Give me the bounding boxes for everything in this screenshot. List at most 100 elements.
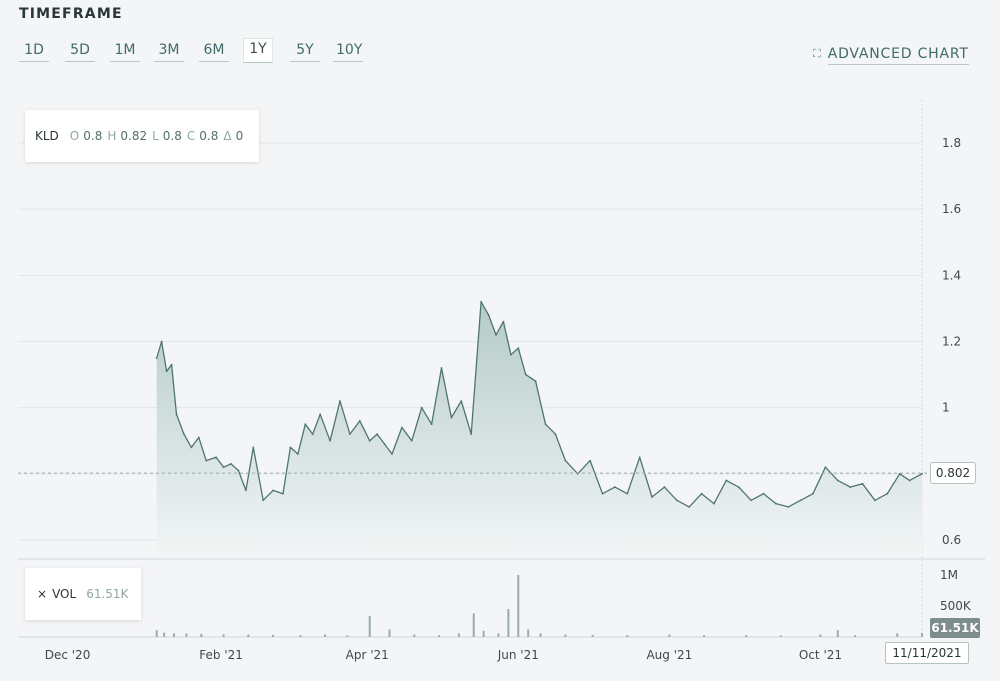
price-point	[487, 314, 490, 316]
price-point	[296, 453, 299, 455]
price-point	[861, 482, 864, 485]
price-point	[165, 370, 168, 373]
price-point	[663, 486, 666, 488]
x-tick-label: Feb '21	[199, 648, 243, 662]
price-point	[688, 506, 691, 508]
volume-bar	[185, 633, 188, 637]
y-tick-label: 1.6	[942, 202, 961, 216]
legend-open-label: O	[69, 129, 80, 143]
timeframe-1m-button[interactable]: 1M	[110, 40, 140, 62]
price-point	[440, 367, 443, 369]
volume-bar	[438, 635, 441, 637]
price-point	[450, 416, 453, 419]
price-point	[725, 479, 728, 482]
legend-close-value: 0.8	[199, 129, 219, 143]
price-point	[170, 363, 173, 366]
volume-tick-label: 500K	[940, 599, 972, 613]
price-point	[460, 400, 463, 402]
price-point	[215, 456, 218, 459]
price-point	[304, 423, 307, 426]
volume-label: VOL	[52, 587, 77, 601]
advanced-chart-link[interactable]: ⛶ ADVANCED CHART	[813, 43, 969, 65]
volume-bar	[591, 634, 594, 637]
price-point	[339, 400, 341, 402]
price-point	[252, 446, 255, 449]
legend-change-label: Δ	[223, 129, 232, 143]
volume-bars-layer	[155, 575, 923, 637]
price-point	[613, 486, 616, 488]
price-point	[175, 413, 178, 416]
timeframe-10y-button[interactable]: 10Y	[333, 40, 363, 62]
advanced-chart-label: ADVANCED CHART	[827, 44, 969, 65]
price-point	[554, 433, 557, 436]
volume-bar	[324, 634, 327, 637]
legend-change-value: 0	[235, 129, 244, 143]
price-point	[160, 340, 163, 343]
x-tick-label: Apr '21	[346, 648, 389, 662]
x-tick-label: Dec '20	[45, 648, 91, 662]
price-point	[222, 466, 225, 469]
price-area-layer	[18, 300, 930, 555]
price-point	[799, 499, 802, 502]
timeframe-1d-button[interactable]: 1D	[19, 40, 49, 62]
price-point	[564, 459, 567, 462]
price-point	[908, 479, 911, 482]
volume-bar	[626, 635, 629, 637]
volume-value: 61.51K	[86, 587, 129, 601]
price-point	[886, 492, 889, 495]
price-point	[430, 423, 433, 426]
volume-bar	[472, 613, 475, 637]
y-tick-label: 1.4	[942, 268, 961, 282]
ohlc-legend: KLD O 0.8 H 0.82 L 0.8 C 0.8 Δ 0	[25, 110, 259, 162]
price-point	[651, 496, 653, 498]
y-tick-label: 1.8	[942, 136, 961, 150]
price-point	[812, 492, 814, 495]
last-volume-tag: 61.51K	[930, 618, 980, 638]
price-point	[849, 486, 852, 488]
price-point	[737, 486, 740, 488]
legend-low-value: 0.8	[162, 129, 182, 143]
timeframe-1y-button[interactable]: 1Y	[243, 38, 273, 63]
timeframe-5d-button[interactable]: 5D	[65, 40, 95, 62]
price-point	[626, 492, 629, 495]
price-point	[502, 320, 505, 323]
volume-bar	[222, 634, 225, 637]
price-area	[156, 301, 922, 555]
timeframe-title: TIMEFRAME	[19, 6, 123, 22]
price-point	[638, 456, 641, 459]
volume-bar	[703, 635, 706, 637]
volume-bar	[745, 635, 748, 637]
volume-bar	[457, 633, 460, 637]
price-point	[824, 466, 827, 469]
timeframe-3m-button[interactable]: 3M	[154, 40, 184, 62]
volume-bar	[668, 634, 671, 637]
volume-legend: × VOL 61.51K	[25, 568, 141, 620]
timeframe-5y-button[interactable]: 5Y	[290, 40, 320, 62]
timeframe-6m-button[interactable]: 6M	[199, 40, 229, 62]
volume-bar	[564, 634, 567, 637]
volume-bar	[272, 634, 275, 637]
price-point	[750, 499, 753, 502]
price-point	[874, 499, 876, 502]
volume-bar	[497, 633, 500, 637]
price-point	[495, 333, 497, 336]
x-tick-label: Oct '21	[799, 648, 842, 662]
volume-bar	[517, 575, 520, 637]
price-point	[410, 439, 413, 442]
price-point	[197, 436, 200, 439]
volume-bar	[299, 635, 302, 637]
volume-bar	[247, 634, 250, 637]
legend-symbol: KLD	[35, 129, 59, 143]
expand-icon: ⛶	[813, 47, 821, 60]
price-point	[262, 499, 265, 502]
close-icon[interactable]: ×	[37, 587, 48, 601]
price-point	[348, 433, 351, 436]
legend-low-label: L	[152, 129, 159, 143]
price-point	[675, 499, 678, 502]
crosshair-date-tag: 11/11/2021	[885, 642, 969, 664]
volume-bar	[173, 633, 176, 637]
volume-bar	[413, 634, 416, 637]
price-point	[230, 463, 232, 465]
price-point	[774, 502, 777, 505]
